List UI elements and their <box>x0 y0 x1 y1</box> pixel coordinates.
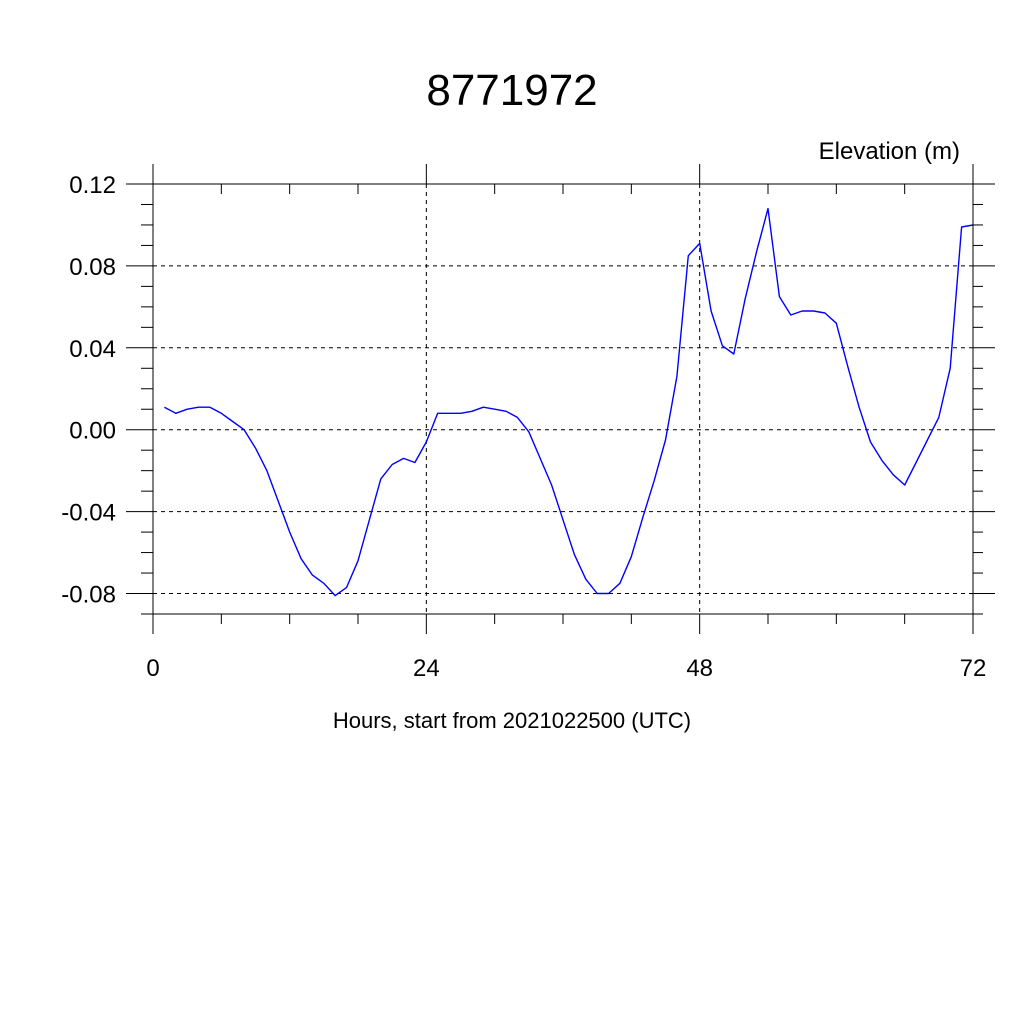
x-tick-label: 0 <box>146 655 159 682</box>
y-tick-label: 0.00 <box>69 418 116 445</box>
x-axis-label: Hours, start from 2021022500 (UTC) <box>332 708 692 733</box>
y-axis: -0.08 -0.04 0.00 0.04 0.08 0.12 <box>61 172 995 609</box>
plot-frame <box>152 183 974 615</box>
x-tick-label: 48 <box>686 655 713 682</box>
data-series <box>164 207 974 597</box>
minor-ticks <box>141 184 983 624</box>
y-tick-label: 0.12 <box>69 172 116 199</box>
y-tick-label: -0.04 <box>61 500 116 527</box>
grid-lines <box>153 183 973 614</box>
x-tick-label: 72 <box>960 655 987 682</box>
y-axis-label: Elevation (m) <box>818 138 960 165</box>
y-tick-label: 0.04 <box>69 336 116 363</box>
y-tick-label: 0.08 <box>69 254 116 281</box>
series-line <box>164 207 974 597</box>
chart-title: 8771972 <box>426 66 598 115</box>
y-tick-label: -0.08 <box>61 582 116 609</box>
x-axis: 0 24 48 72 <box>146 164 986 682</box>
x-tick-label: 24 <box>413 655 440 682</box>
